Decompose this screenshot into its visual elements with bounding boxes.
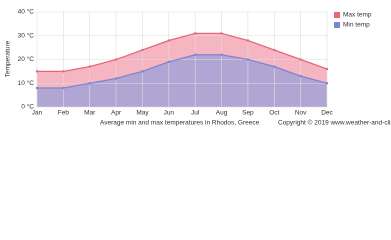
caption: Average min and max temperatures in Rhod… <box>100 120 260 127</box>
copyright: Copyright © 2019 www.weather-and-climate… <box>278 119 391 127</box>
legend-swatch <box>334 12 340 18</box>
point <box>114 77 118 80</box>
y-tick-label: 10 °C <box>18 79 35 87</box>
x-tick-label: May <box>136 110 149 117</box>
point <box>220 53 223 56</box>
point <box>141 70 144 73</box>
legend-label: Min temp <box>343 22 370 29</box>
point <box>273 48 276 52</box>
x-tick-label: Jan <box>32 110 43 117</box>
x-tick-label: Oct <box>269 110 279 117</box>
point <box>273 65 276 68</box>
x-tick-label: Aug <box>216 110 228 117</box>
y-tick-label: 30 °C <box>18 31 35 39</box>
y-tick-label: 0 °C <box>21 103 34 111</box>
chart: Temperature Average min and max temperat… <box>5 8 391 127</box>
page: {"chart_data": { "type": "area", "y_labe… <box>4 7 391 127</box>
x-tick-label: Jul <box>191 110 200 117</box>
point <box>325 82 329 85</box>
x-tick-label: Dec <box>321 110 333 117</box>
series-line <box>37 54 328 89</box>
point <box>35 70 39 73</box>
point <box>88 82 91 85</box>
point <box>299 58 302 61</box>
point <box>35 86 39 90</box>
y-axis-label: Temperature <box>5 40 12 77</box>
point <box>167 60 171 64</box>
point <box>246 58 250 61</box>
x-tick-label: Jun <box>164 110 175 117</box>
legend-swatch <box>334 22 340 28</box>
x-tick-label: Sep <box>242 110 254 117</box>
point <box>141 48 144 52</box>
point <box>167 39 171 42</box>
point <box>62 86 65 90</box>
y-tick-label: 40 °C <box>18 8 35 16</box>
x-tick-label: Feb <box>58 110 70 117</box>
point <box>325 67 329 71</box>
y-tick-label: 20 °C <box>18 55 35 63</box>
legend-label: Max temp <box>343 12 372 19</box>
point <box>299 74 302 78</box>
point <box>114 58 118 61</box>
point <box>246 39 250 42</box>
x-tick-label: Nov <box>295 110 307 117</box>
x-tick-label: Mar <box>84 110 96 117</box>
point <box>193 53 197 56</box>
area-fill <box>37 54 327 107</box>
series-line <box>37 32 328 72</box>
point <box>220 32 223 35</box>
point <box>88 65 91 68</box>
x-tick-label: Apr <box>111 110 122 117</box>
point <box>62 70 65 73</box>
point <box>193 32 197 35</box>
